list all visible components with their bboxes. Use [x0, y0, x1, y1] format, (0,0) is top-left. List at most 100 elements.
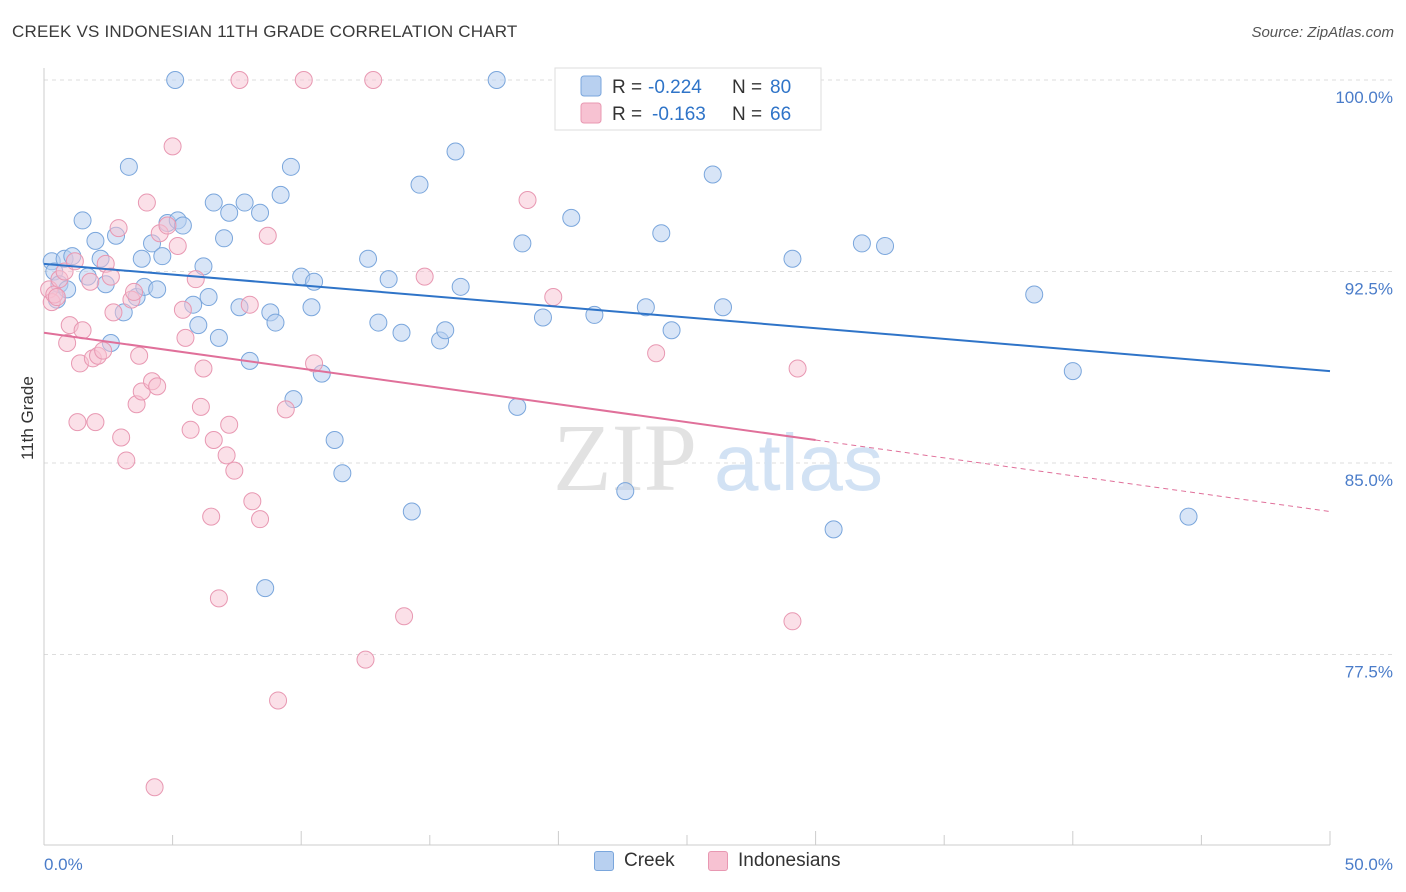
creek-point	[333, 464, 352, 483]
indonesian-point	[104, 303, 123, 322]
indonesian-point	[109, 219, 128, 238]
creek-point	[271, 185, 290, 204]
y-tick-label: 92.5%	[1345, 280, 1393, 299]
creek-point	[209, 328, 228, 347]
trend-lines	[43, 262, 1331, 513]
chart-title: CREEK VS INDONESIAN 11TH GRADE CORRELATI…	[12, 22, 518, 41]
creek-point	[636, 298, 655, 317]
creek-point	[256, 579, 275, 598]
legend-indo-n-label: N =	[732, 104, 762, 125]
creek-point	[824, 520, 843, 539]
indonesian-point	[186, 270, 205, 289]
creek-point	[652, 224, 671, 243]
indonesian-point	[356, 650, 375, 669]
indonesian-point	[395, 607, 414, 626]
creek-point	[662, 321, 681, 340]
tick-labels: 77.5% 85.0% 92.5% 100.0% 0.0% 50.0%	[44, 88, 1393, 874]
indonesian-point	[783, 612, 802, 631]
creek-point	[281, 157, 300, 176]
creek-point	[783, 249, 802, 268]
indonesian-point	[194, 359, 213, 378]
legend-indo-swatch	[580, 102, 602, 124]
indonesian-point	[209, 589, 228, 608]
creek-point	[132, 249, 151, 268]
creek-point	[173, 216, 192, 235]
creek-point	[562, 208, 581, 227]
legend-indo-r-label: R =	[612, 104, 642, 125]
creek-point	[189, 316, 208, 335]
creek-point	[714, 298, 733, 317]
indonesian-point	[94, 341, 113, 360]
creek-point	[1063, 362, 1082, 381]
legend-box: R = -0.224 N = 80 R = -0.163 N = 66	[554, 67, 822, 131]
indonesian-point	[173, 300, 192, 319]
indonesian-point	[191, 397, 210, 416]
legend-indo-n-value: 66	[770, 104, 791, 125]
creek-point	[513, 234, 532, 253]
indonesian-points	[40, 71, 807, 797]
creek-point	[402, 502, 421, 521]
indonesian-point	[415, 267, 434, 286]
indonesian-point	[148, 377, 167, 396]
creek-point	[235, 193, 254, 212]
creek-point	[436, 321, 455, 340]
creek-point	[215, 229, 234, 248]
legend-indo-r-value: -0.163	[652, 104, 706, 125]
legend-creek-r-label: R =	[612, 77, 642, 98]
bottom-legend-creek-swatch	[594, 851, 614, 871]
indonesian-point	[217, 446, 236, 465]
indonesian-point	[158, 216, 177, 235]
creek-trend-line	[43, 262, 1331, 373]
indonesian-point	[788, 359, 807, 378]
creek-point	[508, 397, 527, 416]
x-tick-label-max: 50.0%	[1345, 855, 1393, 874]
indonesian-point	[117, 451, 136, 470]
indonesian-point	[276, 400, 295, 419]
creek-point	[446, 142, 465, 161]
indonesian-point	[240, 295, 259, 314]
y-tick-label: 85.0%	[1345, 471, 1393, 490]
creek-point	[369, 313, 388, 332]
legend-creek-swatch	[580, 75, 602, 97]
indonesian-point	[176, 328, 195, 347]
indonesian-point	[202, 507, 221, 526]
indonesian-point	[220, 415, 239, 434]
creek-point	[1025, 285, 1044, 304]
creek-point	[251, 203, 270, 222]
indonesian-point	[47, 288, 66, 307]
creek-point	[325, 431, 344, 450]
watermark: ZIP atlas	[553, 404, 883, 511]
creek-point	[1179, 507, 1198, 526]
legend-creek-r-value: -0.224	[648, 77, 702, 98]
creek-point	[852, 234, 871, 253]
bottom-legend: Creek Indonesians	[0, 850, 1406, 880]
indonesian-point	[163, 137, 182, 156]
indonesian-point	[544, 288, 563, 307]
indonesian-point	[204, 431, 223, 450]
creek-point	[166, 71, 185, 89]
bottom-legend-creek-label: Creek	[624, 850, 675, 871]
creek-point	[379, 270, 398, 289]
creek-point	[153, 247, 172, 266]
indonesian-point	[81, 272, 100, 291]
indonesian-point	[73, 321, 92, 340]
indonesian-point	[145, 778, 164, 797]
creek-point	[876, 236, 895, 255]
indonesian-point	[86, 413, 105, 432]
legend-creek-n-label: N =	[732, 77, 762, 98]
bottom-legend-indo-label: Indonesians	[738, 850, 841, 871]
source-credit: Source: ZipAtlas.com	[1251, 24, 1394, 41]
indonesian-point	[305, 354, 324, 373]
indonesian-point	[181, 420, 200, 439]
creek-point	[703, 165, 722, 184]
indonesian-point	[251, 510, 270, 529]
x-tick-label-min: 0.0%	[44, 855, 83, 874]
indonesian-point	[58, 333, 77, 352]
creek-point	[204, 193, 223, 212]
indonesian-point	[137, 193, 156, 212]
creek-point	[616, 482, 635, 501]
indonesian-point	[258, 226, 277, 245]
bottom-legend-indonesians: Indonesians	[708, 850, 840, 872]
watermark-atlas: atlas	[714, 418, 883, 507]
